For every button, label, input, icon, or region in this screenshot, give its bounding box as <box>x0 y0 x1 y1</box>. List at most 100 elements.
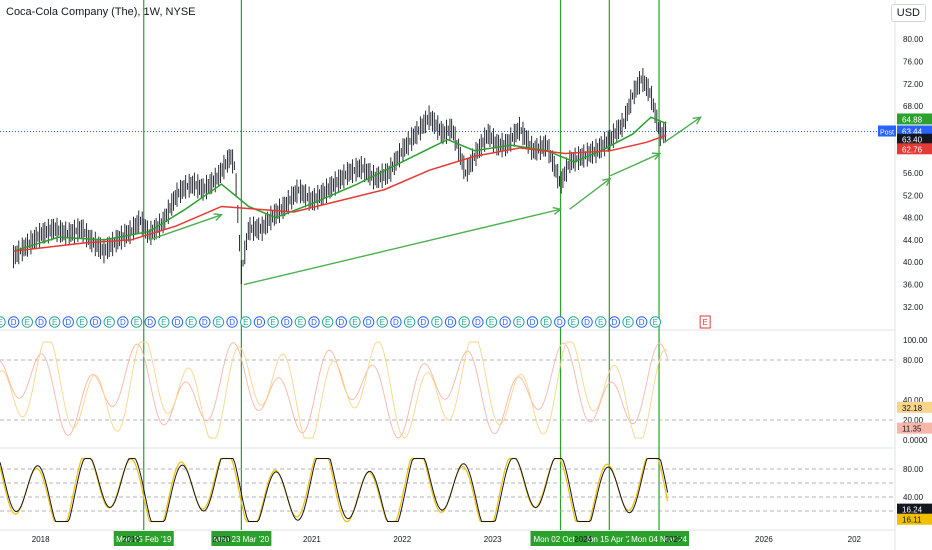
earnings-dividend-marker <box>212 316 225 328</box>
trend-arrow-head <box>213 213 224 221</box>
price-label-text: 62.76 <box>902 145 923 154</box>
event-marker-label: E <box>543 318 548 327</box>
post-badge <box>878 125 896 137</box>
time-tick-label: 2020 <box>213 535 231 544</box>
price-label-badge <box>897 125 932 137</box>
time-tick-label: 2024 <box>574 535 592 544</box>
earnings-dividend-marker <box>308 316 320 328</box>
upcoming-earnings-marker <box>699 315 711 329</box>
earnings-dividend-marker <box>581 316 593 328</box>
event-marker-label: E <box>52 318 57 327</box>
stoch-tick-label: 80.00 <box>903 465 924 474</box>
price-tick-label: 32.00 <box>903 303 924 312</box>
earnings-dividend-marker <box>0 316 6 328</box>
stoch-value-badge <box>897 503 932 515</box>
trend-arrow <box>569 178 611 210</box>
stoch-value-label: 16.11 <box>902 516 922 525</box>
event-marker-label: D <box>639 318 645 327</box>
earnings-dividend-marker <box>35 316 47 328</box>
event-marker-label: E <box>298 318 303 327</box>
time-tick-label: 2025 <box>665 535 683 544</box>
earnings-dividend-marker <box>431 316 443 328</box>
event-marker-label: E <box>407 318 412 327</box>
event-marker-label: D <box>311 318 317 327</box>
earnings-dividend-marker <box>171 316 184 328</box>
event-marker-label: D <box>530 318 536 327</box>
event-marker-label: E <box>134 318 139 327</box>
rsi-value-label: 11.35 <box>902 425 922 434</box>
earnings-dividend-marker <box>321 316 334 328</box>
earnings-dividend-marker <box>267 316 279 328</box>
trend-arrow-head <box>552 206 563 215</box>
event-marker-label: D <box>175 318 181 327</box>
earnings-dividend-marker <box>635 316 648 328</box>
time-tick-label: 2022 <box>393 535 411 544</box>
earnings-dividend-marker <box>185 316 197 328</box>
trend-arrow-head <box>692 116 702 125</box>
event-marker-label: D <box>366 318 372 327</box>
earnings-dividend-marker <box>349 316 361 328</box>
event-marker-label: E <box>0 318 3 327</box>
rsi-value-badge <box>897 422 932 434</box>
earnings-dividend-marker <box>294 316 307 328</box>
event-marker-label: D <box>502 318 508 327</box>
event-marker-label: D <box>120 318 126 327</box>
earnings-dividend-marker <box>567 316 580 328</box>
earnings-dividend-marker <box>362 316 375 328</box>
currency-button[interactable]: USD <box>890 4 926 22</box>
event-marker-label: E <box>489 318 494 327</box>
event-marker-label: E <box>243 318 248 327</box>
event-marker-label: E <box>380 318 385 327</box>
event-marker-label: E <box>79 318 84 327</box>
earnings-dividend-marker <box>240 316 252 328</box>
trend-arrow-head <box>602 177 612 187</box>
event-marker-label: E <box>598 318 603 327</box>
event-marker-label: D <box>65 318 71 327</box>
rsi-tick-label: 0.0000 <box>903 436 928 445</box>
earnings-dividend-marker <box>335 316 348 328</box>
rsi-tick-label: 20.00 <box>903 416 924 425</box>
earnings-dividend-marker <box>622 316 634 328</box>
price-label-text: 64.88 <box>902 115 923 124</box>
price-tick-label: 44.00 <box>903 236 924 245</box>
price-tick-label: 68.00 <box>903 102 924 111</box>
date-marker-badge <box>113 531 174 546</box>
event-marker-label: E <box>107 318 112 327</box>
trend-arrow <box>243 208 561 286</box>
rsi-line-slow <box>0 342 669 439</box>
earnings-dividend-marker <box>199 316 211 328</box>
stoch-tick-label: 40.00 <box>903 493 924 502</box>
rsi-value-label: 32.18 <box>902 404 923 413</box>
time-tick-label: 2019 <box>122 535 140 544</box>
earnings-dividend-marker <box>472 316 484 328</box>
earnings-dividend-marker <box>158 316 170 328</box>
event-marker-label: D <box>11 318 17 327</box>
earnings-dividend-marker <box>540 316 552 328</box>
time-tick-label: 2021 <box>303 535 321 544</box>
event-marker-label: E <box>352 318 357 327</box>
earnings-dividend-marker <box>526 316 539 328</box>
sma-line <box>13 134 667 252</box>
event-marker-label: D <box>557 318 563 327</box>
event-marker-label: E <box>188 318 193 327</box>
date-marker-label: Mon 25 Feb '19 <box>116 535 172 544</box>
earnings-dividend-marker <box>608 316 621 328</box>
date-marker-badge <box>211 531 272 546</box>
rsi-value-badge <box>897 401 932 413</box>
earnings-dividend-marker <box>390 316 402 328</box>
trend-arrow-head <box>651 152 662 161</box>
price-label-badge <box>897 143 932 155</box>
date-marker-badge <box>530 531 591 546</box>
event-marker-label: E <box>571 318 576 327</box>
event-marker-label: D <box>584 318 590 327</box>
earnings-dividend-marker <box>103 316 115 328</box>
date-marker-label: Mon 04 Nov '24 <box>631 535 687 544</box>
earnings-dividend-marker <box>144 316 156 328</box>
event-marker-label: E <box>270 318 275 327</box>
price-tick-label: 52.00 <box>903 191 924 200</box>
price-label-text: 63.40 <box>902 136 923 145</box>
event-marker-label: D <box>202 318 208 327</box>
trend-arrow <box>148 214 222 241</box>
earnings-dividend-marker <box>21 316 34 328</box>
